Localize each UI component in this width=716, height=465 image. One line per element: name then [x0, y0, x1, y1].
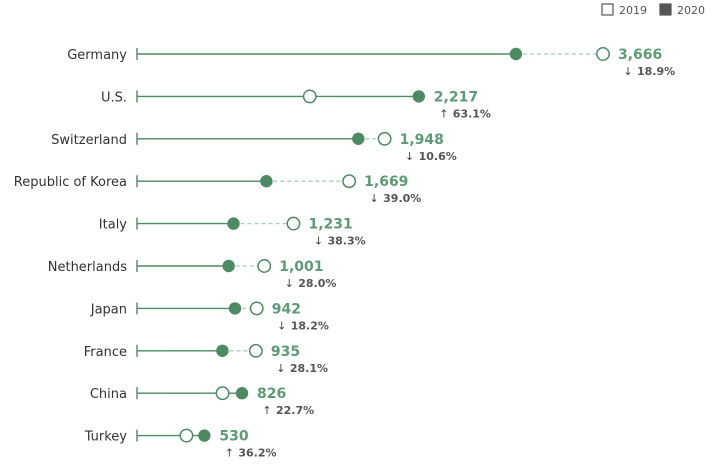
down-arrow-icon: ↓ [277, 319, 286, 332]
point-2020 [216, 344, 229, 357]
chart-row: Turkey 530 ↑ 36.2% [84, 429, 277, 460]
point-2019 [249, 301, 264, 316]
country-label: Netherlands [48, 260, 127, 275]
point-2020 [198, 429, 211, 442]
down-arrow-icon: ↓ [405, 150, 414, 163]
down-arrow-icon: ↓ [314, 235, 323, 248]
point-2020 [412, 90, 426, 103]
country-label: Germany [67, 48, 127, 63]
chart-row: France 935 ↓ 28.1% [84, 344, 328, 375]
legend-swatch-2019 [601, 3, 614, 16]
point-2019 [342, 174, 357, 189]
point-2020 [228, 302, 242, 315]
change-label: 18.9% [637, 65, 675, 78]
down-arrow-icon: ↓ [623, 65, 632, 78]
legend-label-2020: 2020 [677, 4, 705, 17]
legend: 2019 2020 [601, 3, 705, 17]
point-2020 [227, 217, 240, 230]
point-2020 [509, 47, 523, 61]
country-label: Italy [99, 218, 128, 233]
chart-row: China 826 ↑ 22.7% [90, 386, 314, 417]
legend-swatch-2020 [659, 3, 672, 16]
point-2019 [215, 386, 230, 401]
chart-row: Germany 3,666 ↓ 18.9% [67, 47, 675, 78]
point-2020 [260, 175, 273, 188]
country-label: U.S. [101, 90, 127, 105]
point-2019 [596, 47, 610, 61]
up-arrow-icon: ↑ [262, 404, 271, 417]
country-label: Republic of Korea [14, 175, 127, 190]
point-2020 [235, 387, 249, 400]
chart-row: Japan 942 ↓ 18.2% [90, 301, 329, 332]
chart-row: Netherlands 1,001 ↓ 28.0% [48, 259, 337, 290]
legend-label-2019: 2019 [619, 4, 647, 17]
value-label: 530 [219, 429, 248, 445]
point-2019 [302, 89, 317, 104]
change-label: 10.6% [419, 150, 457, 163]
value-label: 826 [257, 386, 286, 402]
country-label: Turkey [84, 430, 128, 445]
value-label: 2,217 [434, 89, 478, 105]
change-label: 39.0% [383, 192, 421, 205]
change-label: 28.0% [298, 277, 336, 290]
value-label: 1,669 [364, 174, 408, 190]
chart-row: Switzerland 1,948 ↓ 10.6% [51, 132, 457, 163]
country-label: China [90, 387, 127, 402]
point-2019 [248, 343, 263, 358]
chart-row: U.S. 2,217 ↑ 63.1% [101, 89, 491, 120]
chart-rows: Germany 3,666 ↓ 18.9% U.S. 2,217 ↑ 63.1% Switzer… [14, 47, 675, 460]
value-label: 1,948 [400, 132, 444, 148]
change-label: 63.1% [453, 107, 491, 120]
down-arrow-icon: ↓ [276, 362, 285, 375]
change-label: 22.7% [276, 404, 314, 417]
value-label: 3,666 [618, 47, 662, 63]
point-2019 [377, 131, 392, 146]
value-label: 942 [272, 301, 301, 317]
point-2019 [286, 216, 301, 231]
country-label: Japan [90, 302, 127, 317]
point-2020 [352, 132, 365, 145]
change-label: 36.2% [238, 447, 276, 460]
down-arrow-icon: ↓ [285, 277, 294, 290]
value-label: 1,001 [279, 259, 323, 275]
change-label: 28.1% [290, 362, 328, 375]
up-arrow-icon: ↑ [439, 107, 448, 120]
point-2020 [222, 259, 235, 273]
point-2019 [257, 259, 272, 273]
chart-row: Italy 1,231 ↓ 38.3% [99, 217, 366, 248]
value-label: 1,231 [308, 217, 352, 233]
value-label: 935 [271, 344, 300, 360]
change-label: 38.3% [327, 235, 365, 248]
country-label: France [84, 345, 127, 360]
down-arrow-icon: ↓ [370, 192, 379, 205]
country-label: Switzerland [51, 133, 127, 148]
point-2019 [179, 428, 194, 443]
change-label: 18.2% [291, 319, 329, 332]
up-arrow-icon: ↑ [225, 447, 234, 460]
chart-row: Republic of Korea 1,669 ↓ 39.0% [14, 174, 422, 205]
